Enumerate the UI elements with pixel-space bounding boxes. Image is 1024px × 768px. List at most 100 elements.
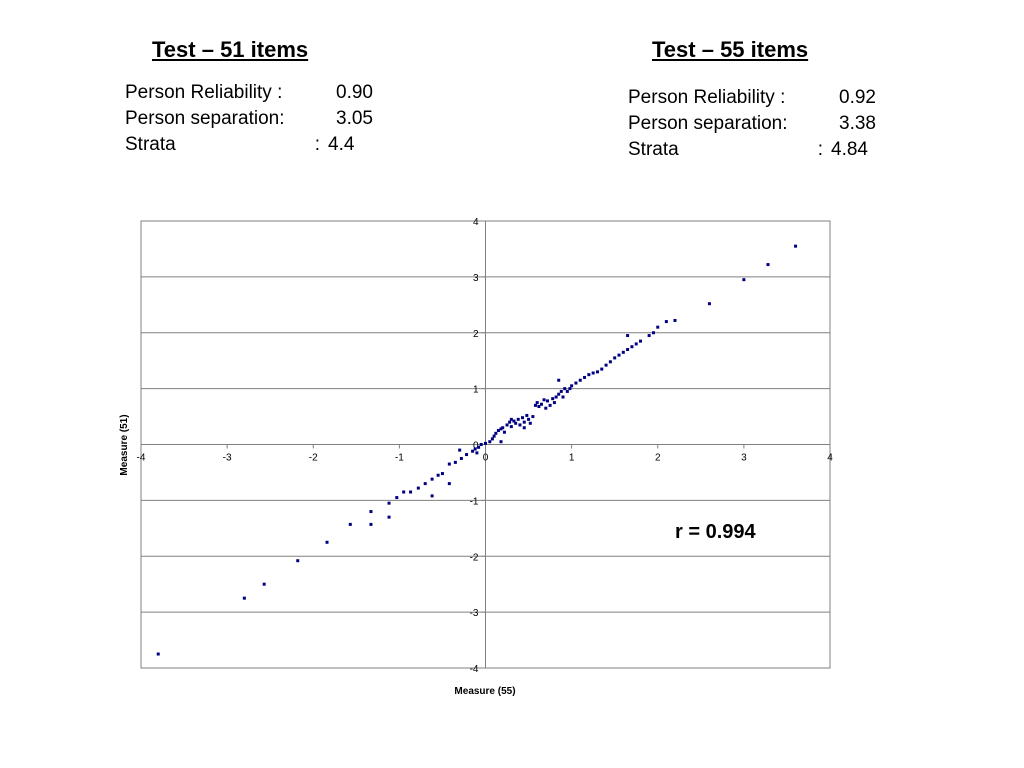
data-point [542, 398, 546, 402]
data-point [548, 403, 552, 407]
data-point [651, 331, 655, 335]
y-tick-label: 4 [473, 217, 479, 228]
correlation-label: r = 0.994 [675, 521, 756, 543]
x-tick-label: -4 [137, 453, 146, 464]
data-point [475, 451, 479, 455]
data-point [465, 453, 469, 457]
data-point [552, 401, 556, 405]
left-stats: Person Reliability : 0.90 Person separat… [125, 80, 373, 158]
stat-label: Person Reliability [628, 87, 775, 108]
x-tick-label: 4 [827, 453, 833, 464]
stat-label: Person separation [628, 113, 783, 134]
stat-row: Person separation: 3.38 [628, 111, 876, 137]
right-title: Test – 55 items [652, 37, 809, 62]
stat-separator: : [817, 139, 823, 160]
data-point [453, 460, 457, 464]
y-tick-label: 0 [473, 441, 479, 452]
data-point [509, 425, 513, 429]
data-point [387, 501, 391, 505]
data-point [508, 420, 512, 424]
data-point [537, 405, 541, 409]
data-point [559, 389, 563, 393]
stat-separator: : [277, 82, 283, 103]
x-tick-label: 2 [655, 453, 661, 464]
data-point [156, 652, 160, 656]
data-point [621, 350, 625, 354]
data-point [551, 397, 555, 401]
x-tick-label: 0 [483, 453, 489, 464]
data-point [531, 415, 535, 419]
stat-separator: : [314, 134, 320, 155]
data-point [262, 582, 266, 586]
stat-value: 3.38 [839, 113, 876, 134]
data-point [477, 445, 481, 449]
x-tick-label: 3 [741, 453, 747, 464]
data-point [630, 345, 634, 349]
data-point [561, 395, 565, 399]
data-point [608, 360, 612, 364]
data-point [484, 441, 487, 445]
data-point [242, 596, 246, 600]
stat-row: Person Reliability : 0.90 [125, 80, 373, 106]
stat-label: Strata [628, 139, 679, 160]
data-point [496, 429, 500, 433]
y-axis-label: Measure (51) [119, 414, 130, 475]
data-point [533, 403, 537, 407]
data-point [488, 440, 492, 444]
data-point [430, 477, 434, 481]
stat-row: Strata: 4.4 [125, 132, 373, 158]
y-tick-label: -1 [470, 496, 479, 507]
stat-row: Person separation: 3.05 [125, 106, 373, 132]
stat-label: Person Reliability [125, 82, 272, 103]
stat-separator: : [279, 108, 285, 129]
data-point [522, 426, 526, 430]
stat-value: 0.90 [336, 82, 373, 103]
stat-label: Person separation [125, 108, 280, 129]
data-point [578, 378, 582, 382]
data-point [634, 342, 638, 346]
stat-row: Strata: 4.84 [628, 137, 876, 163]
stat-label: Strata [125, 134, 176, 155]
y-tick-label: -3 [470, 608, 479, 619]
y-tick-label: -2 [470, 552, 479, 563]
data-point [490, 437, 494, 441]
data-point [664, 320, 668, 324]
data-point [565, 389, 569, 393]
data-point [568, 387, 572, 391]
stat-value: 4.84 [831, 139, 868, 160]
y-tick-label: -4 [470, 664, 479, 675]
data-point [626, 348, 630, 352]
data-point [494, 431, 498, 435]
data-point [539, 402, 543, 406]
data-point [325, 540, 329, 544]
data-point [471, 449, 475, 453]
x-tick-label: -2 [309, 453, 318, 464]
data-point [583, 375, 587, 379]
data-point [546, 399, 550, 403]
data-point [707, 302, 711, 306]
x-tick-label: 1 [569, 453, 575, 464]
data-point [673, 318, 677, 322]
data-point [527, 417, 531, 421]
stat-value: 4.4 [328, 134, 355, 155]
x-axis-label: Measure (55) [454, 686, 515, 697]
y-tick-label: 2 [473, 329, 479, 340]
data-point [554, 395, 558, 399]
data-point [514, 421, 518, 425]
data-point [447, 462, 451, 466]
data-point [522, 420, 526, 424]
data-point [479, 443, 483, 446]
data-point [563, 387, 567, 391]
right-stats: Person Reliability : 0.92 Person separat… [628, 85, 876, 163]
data-point [499, 427, 503, 431]
y-tick-label: 1 [473, 385, 479, 396]
y-tick-label: 3 [473, 273, 479, 284]
data-point [647, 334, 651, 338]
data-point [459, 456, 463, 460]
x-tick-label: -1 [395, 453, 404, 464]
data-point [499, 440, 503, 444]
data-point [587, 373, 591, 377]
data-point [528, 421, 532, 425]
stat-separator: : [782, 113, 788, 134]
